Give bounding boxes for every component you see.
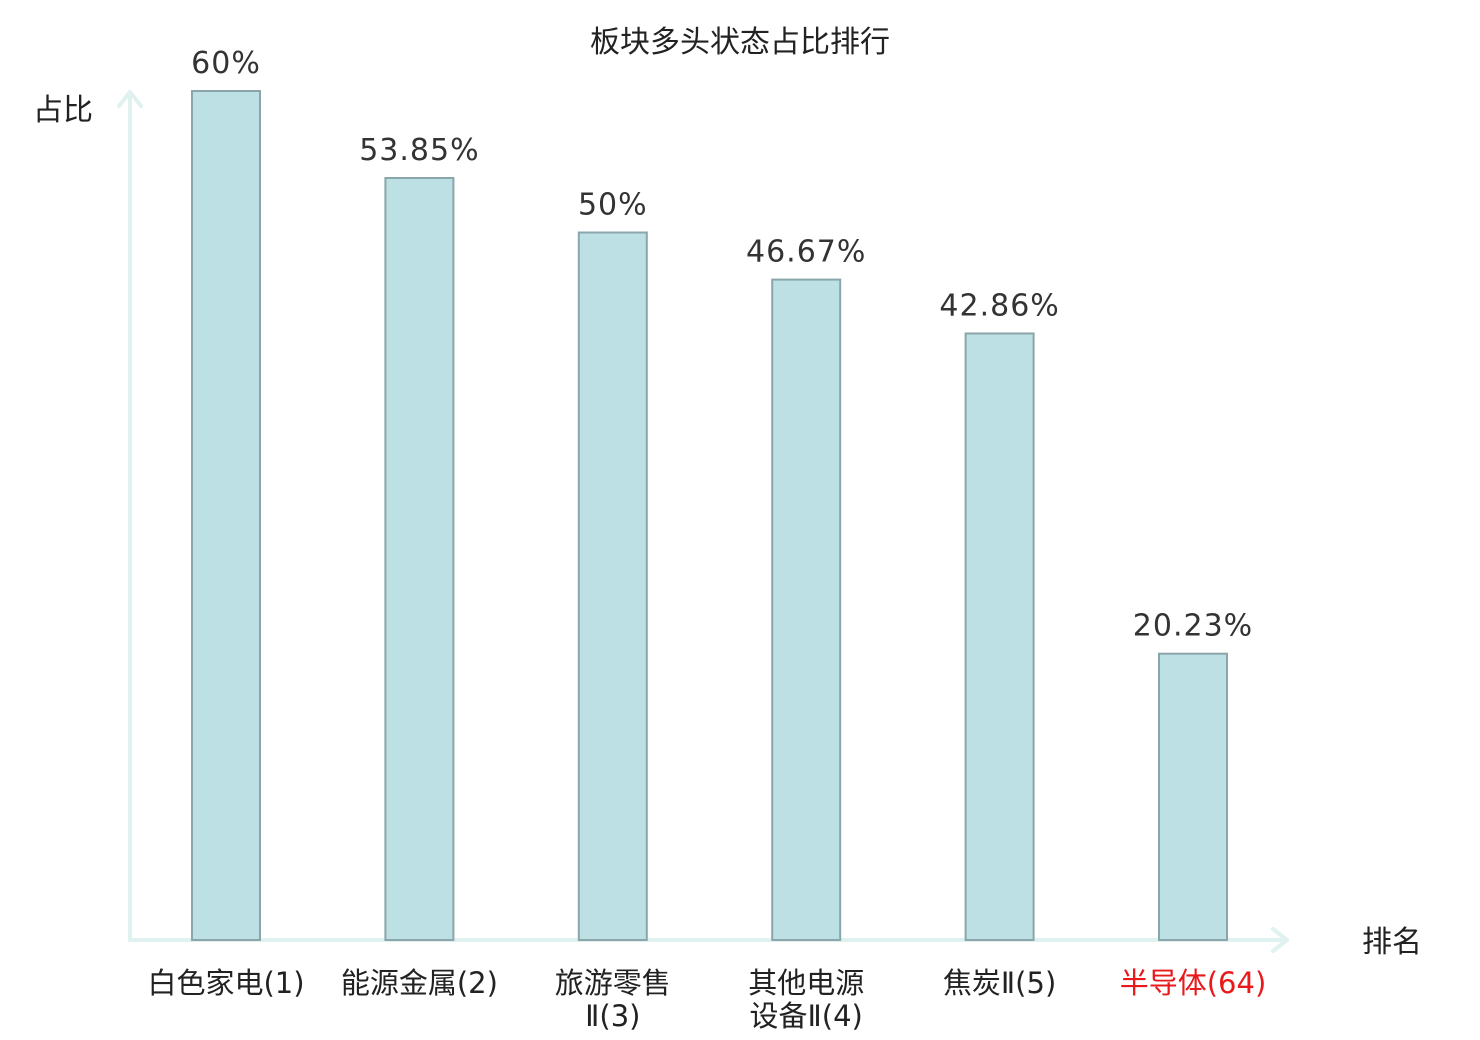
x-axis-label: 排名 [1362,925,1422,960]
category-tick-label: 半导体(64) [1120,966,1267,1000]
bars-group [191,90,1228,942]
y-axis-label: 占比 [33,93,93,128]
bar [964,332,1035,941]
bar-value-label: 20.23% [1133,609,1253,644]
bar-value-label: 42.86% [939,289,1059,324]
bar [577,231,648,941]
category-tick-label: 焦炭Ⅱ(5) [943,966,1056,1000]
value-labels-group: 60% 53.85% 50% 46.67% 42.86% 20.23% [191,46,1253,644]
category-tick-label: 能源金属(2) [341,966,498,1000]
category-tick-label: 设备Ⅱ(4) [750,999,863,1033]
bar [384,177,455,941]
bar-value-label: 60% [191,46,261,81]
x-axis-arrow [1271,927,1289,953]
chart-title: 板块多头状态占比排行 [590,25,890,60]
bar-value-label: 50% [578,188,648,223]
category-tick-label: 其他电源 [748,966,864,1000]
bar [771,278,842,942]
category-tick-label: 旅游零售 [555,966,671,1000]
bar [191,90,261,941]
category-tick-label: 白色家电(1) [147,966,304,1000]
y-axis-arrow [117,90,143,108]
bar-value-label: 53.85% [359,133,479,168]
category-tick-label: Ⅱ(3) [585,999,640,1033]
bar-value-label: 46.67% [746,235,866,270]
bar [1158,652,1228,941]
